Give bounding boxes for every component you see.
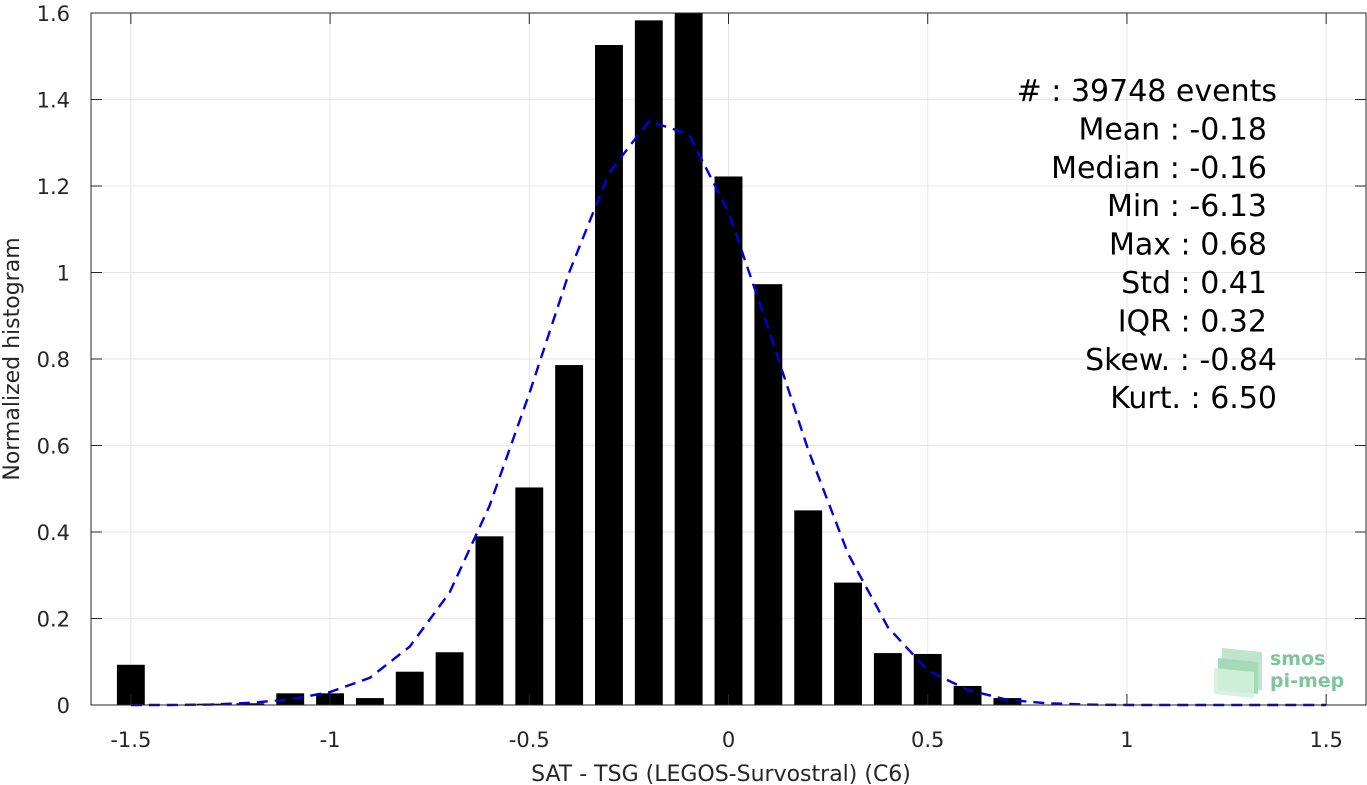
histogram-bar [993,698,1022,705]
stat-line: # : 39748 events [1017,74,1277,109]
histogram-bar [435,652,464,705]
histogram-bar [395,671,424,705]
y-tick-label: 0.8 [37,348,70,372]
y-tick-label: 1.4 [37,89,70,113]
histogram-bar [834,582,862,705]
x-tick-label: 1.5 [1309,728,1342,752]
stat-line: IQR : 0.32 [1118,304,1267,339]
logo-text-line2: pi-mep [1270,670,1344,692]
histogram-bar [754,284,783,705]
histogram-bar [674,13,703,705]
histogram-bar [555,365,584,705]
stat-line: Min : -6.13 [1107,189,1267,224]
x-tick-label: -1 [320,728,341,752]
stat-line: Skew. : -0.84 [1085,343,1277,378]
y-tick-label: 0.6 [37,435,70,459]
stat-line: Std : 0.41 [1121,266,1267,301]
x-tick-label: 0 [722,728,735,752]
histogram-bar [355,698,384,705]
y-tick-label: 1.6 [37,2,70,26]
histogram-bar [714,176,743,706]
histogram-bar [873,653,902,705]
bars [116,13,1022,706]
histogram-bar [953,685,982,705]
y-tick-label: 0.2 [37,608,70,632]
logo-text-line1: smos [1270,648,1325,670]
x-tick-label: 1 [1120,728,1133,752]
stat-line: Max : 0.68 [1109,228,1267,263]
smos-pi-mep-logo: smos pi-mep [1214,648,1344,698]
x-tick-labels: -1.5 -1 -0.5 0 0.5 1 1.5 [110,728,1343,752]
y-tick-label: 1.2 [37,175,70,199]
ticks [91,12,1366,706]
histogram-bar [515,487,544,705]
stat-line: Median : -0.16 [1051,151,1267,186]
y-tick-label: 0.4 [37,521,70,545]
x-tick-label: -1.5 [110,728,151,752]
y-tick-label: 0 [57,694,70,718]
y-tick-labels: 0 0.2 0.4 0.6 0.8 1 1.2 1.4 1.6 [37,2,70,718]
y-tick-label: 1 [57,262,70,286]
x-axis-label: SAT - TSG (LEGOS-Survostral) (C6) [531,762,911,785]
histogram-bar [475,536,504,705]
histogram-bar [794,510,823,705]
stat-line: Kurt. : 6.50 [1110,381,1277,416]
histogram-bar [595,45,623,705]
histogram-bar [634,20,663,706]
histogram-bar [276,693,305,705]
logo-mark-icon [1214,648,1262,698]
y-axis-label: Normalized histogram [0,237,25,480]
x-tick-label: 0.5 [911,728,944,752]
histogram-bar [236,703,265,705]
x-tick-label: -0.5 [509,728,550,752]
stat-line: Mean : -0.18 [1078,112,1267,147]
